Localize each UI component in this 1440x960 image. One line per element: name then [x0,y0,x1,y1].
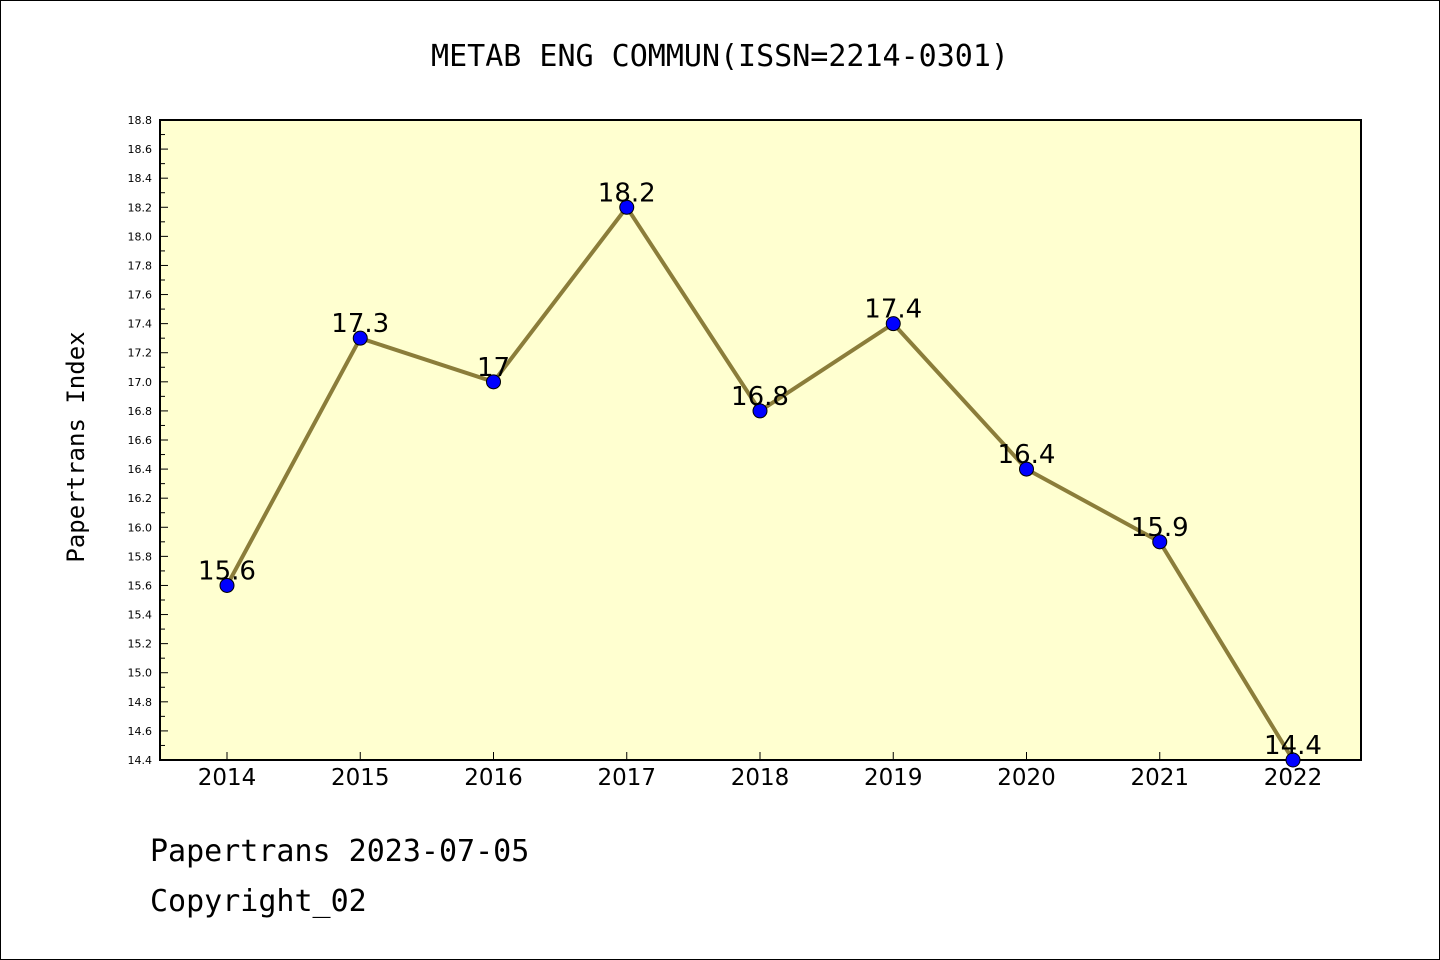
y-tick-label: 17.8 [128,259,153,272]
y-tick-label: 16.0 [128,521,153,534]
data-point [1019,461,1034,477]
x-tick-label: 2014 [198,765,257,791]
y-tick-label: 18.4 [128,172,153,185]
x-tick-label: 2015 [331,765,390,791]
x-tick-label: 2021 [1130,765,1189,791]
y-tick-label: 14.4 [128,754,153,767]
plot-area [159,119,1362,761]
y-tick-label: 14.6 [128,725,153,738]
y-tick-label: 17.0 [128,376,153,389]
data-label: 17.4 [864,295,922,325]
y-tick-label: 17.6 [128,289,153,302]
data-points [219,199,1301,768]
y-tick-label: 15.6 [128,579,153,592]
data-point [1285,752,1301,768]
data-point [486,374,501,390]
y-tick-label: 18.8 [128,114,153,127]
data-label: 16.8 [731,382,789,412]
footer-date: Papertrans 2023-07-05 [150,834,530,869]
y-tick-label: 14.8 [128,696,153,709]
data-point [352,330,368,346]
data-point [219,577,235,593]
data-point [885,316,901,332]
x-tick-label: 2016 [464,765,523,791]
y-tick-label: 15.4 [128,609,153,622]
data-label: 16.4 [998,440,1056,470]
x-tick-label: 2019 [864,765,923,791]
data-label: 17.3 [331,309,389,339]
y-tick-label: 16.4 [128,463,153,476]
data-point [619,199,635,215]
footer-copyright: Copyright_02 [150,884,367,919]
y-tick-label: 15.8 [128,550,153,563]
y-tick-label: 15.2 [128,638,153,651]
y-tick-label: 18.2 [128,201,153,214]
x-tick-label: 2017 [597,765,656,791]
x-tick-label: 2018 [731,765,790,791]
y-axis-label: Papertrans Index [62,331,90,562]
x-tick-label: 2022 [1264,765,1323,791]
data-labels: 15.6 17.3 17 18.2 16.8 17.4 16.4 15.9 14.4 [198,178,1322,761]
y-tick-label: 15.0 [128,667,153,680]
y-tick-label: 16.2 [128,492,153,505]
y-axis-ticks: 14.4 14.6 14.8 15.0 15.2 15.4 15.6 15.8 16.0 16.2… [128,114,168,767]
data-label: 15.9 [1131,513,1189,543]
y-tick-label: 16.6 [128,434,153,447]
data-label: 15.6 [198,556,256,586]
data-point [1152,534,1168,550]
y-tick-label: 17.4 [128,318,153,331]
x-axis-ticks: 2014 2015 2016 2017 2018 2019 2020 2021 2022 [198,752,1323,791]
y-tick-label: 18.6 [128,143,153,156]
y-tick-label: 16.8 [128,405,153,418]
chart-title: METAB ENG COMMUN(ISSN=2214-0301) [431,39,1009,74]
y-tick-label: 17.2 [128,347,153,360]
data-point [752,403,768,419]
data-label: 14.4 [1264,731,1322,761]
data-label: 17 [477,353,510,383]
y-tick-label: 18.0 [128,230,153,243]
x-tick-label: 2020 [997,765,1056,791]
data-label: 18.2 [598,178,656,208]
